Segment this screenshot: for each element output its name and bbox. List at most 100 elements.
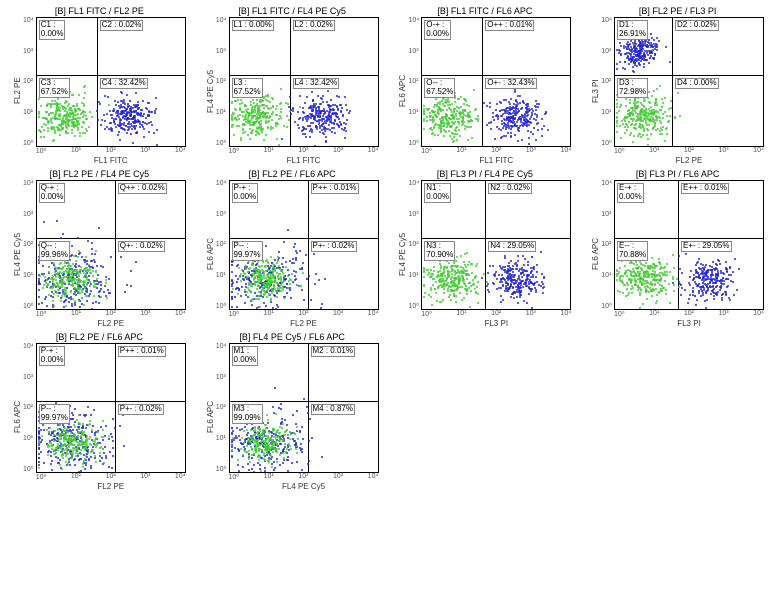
scatter-panel: [B] FL3 PI / FL4 PE Cy5FL4 PE Cy510⁰10¹1… <box>392 169 579 328</box>
y-axis-label: FL6 APC <box>206 180 215 328</box>
y-axis-label: FL4 PE Cy5 <box>206 17 215 165</box>
quadrant-label: D1 : 26.91% <box>617 20 648 40</box>
quadrant-label: P-- : 99.97% <box>39 404 70 424</box>
panel-title: [B] FL1 FITC / FL4 PE Cy5 <box>238 6 346 16</box>
x-ticks: 10⁰10¹10²10³10⁴ <box>421 310 571 318</box>
y-axis-label: FL4 PE Cy5 <box>398 180 407 328</box>
x-axis-label: FL3 PI <box>677 319 701 328</box>
quadrant-label: C4 : 32.42% <box>100 78 148 89</box>
x-ticks: 10⁰10¹10²10³10⁴ <box>614 147 764 155</box>
quadrant-label: N3 : 70.90% <box>424 241 455 261</box>
quadrant-label: P+- : 0.02% <box>118 404 164 415</box>
panel-title: [B] FL2 PE / FL6 APC <box>249 169 336 179</box>
y-axis-label: FL6 APC <box>206 343 215 491</box>
quadrant-label: P-- : 99.97% <box>232 241 263 261</box>
quadrant-label: E-- : 70.88% <box>617 241 648 261</box>
panel-title: [B] FL2 PE / FL3 PI <box>639 6 717 16</box>
x-ticks: 10⁰10¹10²10³10⁴ <box>229 473 379 481</box>
quadrant-label: C1 : 0.00% <box>39 20 66 40</box>
scatter-plot: Q-+ : 0.00%Q++ : 0.02%Q-- : 99.96%Q+- : … <box>36 180 186 310</box>
y-ticks: 10⁰10¹10²10³10⁴ <box>601 17 612 147</box>
quadrant-label: D4 : 0.00% <box>675 78 719 89</box>
x-axis-label: FL4 PE Cy5 <box>282 482 325 491</box>
quadrant-label: Q-- : 99.96% <box>39 241 70 261</box>
x-ticks: 10⁰10¹10²10³10⁴ <box>421 147 571 155</box>
quadrant-label: N2 : 0.02% <box>488 183 532 194</box>
quadrant-label: L1 : 0.00% <box>232 20 274 31</box>
quadrant-label: M2 : 0.01% <box>311 346 355 357</box>
x-axis-label: FL2 PE <box>290 319 317 328</box>
scatter-plot: L1 : 0.00% L2 : 0.02% L3 : 67.52% L4 : 32.4… <box>229 17 379 147</box>
quadrant-label: Q-+ : 0.00% <box>39 183 66 203</box>
quadrant-label: O++ : 0.01% <box>485 20 534 31</box>
x-ticks: 10⁰10¹10²10³10⁴ <box>614 310 764 318</box>
quadrant-label: C2 : 0.02% <box>100 20 144 31</box>
y-axis-label: FL6 APC <box>591 180 600 328</box>
x-axis-label: FL1 FITC <box>94 156 128 165</box>
x-axis-label: FL2 PE <box>676 156 703 165</box>
scatter-plot: E-+ : 0.00% E++ : 0.01% E-- : 70.88% E+- : … <box>614 180 764 310</box>
quadrant-label: O+- : 32.43% <box>485 78 536 89</box>
scatter-plot: N1 : 0.00%N2 : 0.02%N3 : 70.90%N4 : 29.0… <box>421 180 571 310</box>
x-axis-label: FL2 PE <box>97 482 124 491</box>
x-axis-label: FL2 PE <box>97 319 124 328</box>
quadrant-label: P++ : 0.01% <box>118 346 166 357</box>
y-ticks: 10⁰10¹10²10³10⁴ <box>408 180 419 310</box>
y-axis-label: FL3 PI <box>591 17 600 165</box>
quadrant-label: P-+ : 0.00% <box>39 346 66 366</box>
y-ticks: 10⁰10¹10²10³10⁴ <box>408 17 419 147</box>
quadrant-label: O-- : 67.52% <box>424 78 455 98</box>
x-ticks: 10⁰10¹10²10³10⁴ <box>229 147 379 155</box>
panel-title: [B] FL1 FITC / FL6 APC <box>437 6 532 16</box>
x-axis-label: FL3 PI <box>484 319 508 328</box>
scatter-panel: [B] FL2 PE / FL6 APC FL6 APC10⁰10¹10²10³1… <box>6 332 193 491</box>
quadrant-label: N4 : 29.05% <box>488 241 536 252</box>
quadrant-label: E-+ : 0.00% <box>617 183 644 203</box>
quadrant-label: P-+ : 0.00% <box>232 183 259 203</box>
panel-title: [B] FL3 PI / FL4 PE Cy5 <box>437 169 533 179</box>
scatter-plot: D1 : 26.91% D2 : 0.02% D3 : 72.98% D4 : 0.0… <box>614 17 764 147</box>
quadrant-label: E++ : 0.01% <box>681 183 729 194</box>
scatter-panel: [B] FL1 FITC / FL6 APCFL6 APC10⁰10¹10²10… <box>392 6 579 165</box>
quadrant-label: L3 : 67.52% <box>232 78 263 98</box>
quadrant-label: D3 : 72.98% <box>617 78 648 98</box>
y-ticks: 10⁰10¹10²10³10⁴ <box>216 180 227 310</box>
panel-title: [B] FL4 PE Cy5 / FL6 APC <box>239 332 345 342</box>
quadrant-label: M3 : 99.09% <box>232 404 263 424</box>
quadrant-label: P+- : 0.02% <box>311 241 357 252</box>
x-axis-label: FL1 FITC <box>287 156 321 165</box>
scatter-panel: [B] FL2 PE / FL6 APC FL6 APC10⁰10¹10²10³1… <box>199 169 386 328</box>
y-axis-label: FL6 APC <box>13 343 22 491</box>
scatter-plot: M1 : 0.00%M2 : 0.01%M3 : 99.09%M4 : 0.87… <box>229 343 379 473</box>
y-ticks: 10⁰10¹10²10³10⁴ <box>23 343 34 473</box>
y-ticks: 10⁰10¹10²10³10⁴ <box>23 17 34 147</box>
panel-title: [B] FL2 PE / FL6 APC <box>56 332 143 342</box>
y-ticks: 10⁰10¹10²10³10⁴ <box>23 180 34 310</box>
y-ticks: 10⁰10¹10²10³10⁴ <box>216 17 227 147</box>
quadrant-label: M4 : 0.87% <box>311 404 355 415</box>
x-ticks: 10⁰10¹10²10³10⁴ <box>36 310 186 318</box>
quadrant-label: C3 : 67.52% <box>39 78 70 98</box>
x-axis-label: FL1 FITC <box>479 156 513 165</box>
y-axis-label: FL4 PE Cy5 <box>13 180 22 328</box>
y-ticks: 10⁰10¹10²10³10⁴ <box>601 180 612 310</box>
panel-title: [B] FL1 FITC / FL2 PE <box>55 6 144 16</box>
scatter-grid: [B] FL1 FITC / FL2 PEFL2 PE10⁰10¹10²10³1… <box>6 6 771 491</box>
panel-title: [B] FL2 PE / FL4 PE Cy5 <box>50 169 150 179</box>
x-ticks: 10⁰10¹10²10³10⁴ <box>36 147 186 155</box>
scatter-plot: O-+ : 0.00% O++ : 0.01% O-- : 67.52% O+- : … <box>421 17 571 147</box>
quadrant-label: E+- : 29.05% <box>681 241 731 252</box>
quadrant-label: O-+ : 0.00% <box>424 20 451 40</box>
scatter-plot: P-+ : 0.00% P++ : 0.01% P-- : 99.97% P+- : … <box>36 343 186 473</box>
scatter-plot: P-+ : 0.00% P++ : 0.01% P-- : 99.97% P+- : … <box>229 180 379 310</box>
quadrant-label: Q+- : 0.02% <box>118 241 165 252</box>
scatter-panel: [B] FL3 PI / FL6 APCFL6 APC10⁰10¹10²10³1… <box>584 169 771 328</box>
quadrant-label: P++ : 0.01% <box>311 183 359 194</box>
scatter-panel: [B] FL4 PE Cy5 / FL6 APC FL6 APC 10⁰10¹10²… <box>199 332 386 491</box>
quadrant-label: D2 : 0.02% <box>675 20 719 31</box>
scatter-panel: [B] FL1 FITC / FL2 PEFL2 PE10⁰10¹10²10³1… <box>6 6 193 165</box>
quadrant-label: L4 : 32.42% <box>293 78 340 89</box>
scatter-plot: C1 : 0.00% C2 : 0.02% C3 : 67.52% C4 : 32.4… <box>36 17 186 147</box>
scatter-panel: [B] FL2 PE / FL3 PIFL3 PI10⁰10¹10²10³10⁴… <box>584 6 771 165</box>
quadrant-label: L2 : 0.02% <box>293 20 335 31</box>
